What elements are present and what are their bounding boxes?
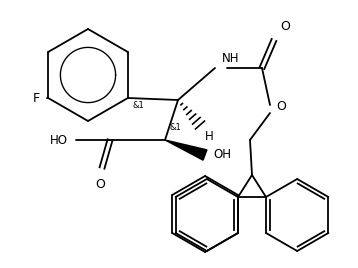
Polygon shape xyxy=(165,140,207,160)
Text: O: O xyxy=(280,20,290,33)
Text: H: H xyxy=(205,130,214,143)
Text: OH: OH xyxy=(213,148,231,162)
Text: &1: &1 xyxy=(170,123,182,132)
Text: &1: &1 xyxy=(133,101,145,110)
Text: O: O xyxy=(276,100,286,114)
Text: NH: NH xyxy=(222,52,240,65)
Text: F: F xyxy=(33,91,40,105)
Text: HO: HO xyxy=(50,133,68,147)
Text: O: O xyxy=(95,178,105,191)
